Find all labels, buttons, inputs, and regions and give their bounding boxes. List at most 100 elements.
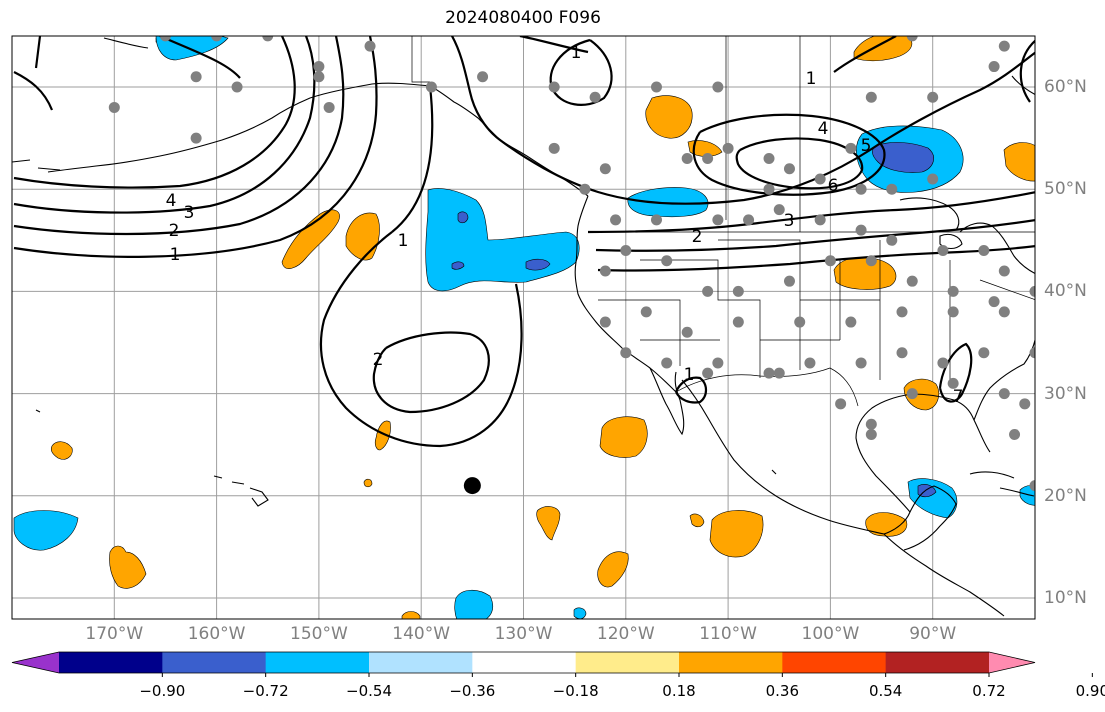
station-dot xyxy=(998,40,1010,52)
station-dot xyxy=(998,306,1010,318)
station-dot xyxy=(814,173,826,185)
station-dot xyxy=(865,428,877,440)
contour-label-5: 5 xyxy=(861,136,872,156)
station-dot xyxy=(886,234,898,246)
station-dot xyxy=(865,418,877,430)
longitude-tick-label: 140°W xyxy=(392,624,451,644)
longitude-tick-label: 130°W xyxy=(494,624,553,644)
political-borders xyxy=(411,36,1035,407)
station-dot xyxy=(661,255,673,267)
colorbar-segment xyxy=(472,652,577,673)
colorbar-segment xyxy=(162,652,267,673)
contour-label-6: 6 xyxy=(828,176,839,196)
contour-label-4: 4 xyxy=(818,119,829,139)
station-dot xyxy=(906,36,918,42)
station-dot xyxy=(1019,398,1031,410)
station-dot xyxy=(968,20,979,31)
map-title: 2024080400 F096 xyxy=(445,8,601,28)
longitude-tick-label: 160°W xyxy=(187,624,246,644)
station-dot xyxy=(978,347,990,359)
station-dot xyxy=(927,91,939,103)
colorbar-outline xyxy=(11,651,1036,674)
station-dot xyxy=(211,36,223,42)
contour-label-2: 2 xyxy=(373,350,384,370)
station-dot xyxy=(865,91,877,103)
station-dot xyxy=(773,204,785,216)
station-dot xyxy=(262,36,274,42)
station-dot xyxy=(589,91,601,103)
longitude-tick-label: 170°W xyxy=(85,624,144,644)
station-dot xyxy=(477,71,489,83)
station-dot xyxy=(722,142,734,154)
station-dot xyxy=(988,61,1000,73)
station-dot xyxy=(906,388,918,400)
colorbar-segment xyxy=(59,652,163,673)
station-dot xyxy=(763,367,775,379)
contour-label-1: 1 xyxy=(684,365,695,385)
contour-label-group: 1 2 3 4 1 2 1 1 4 5 6 3 2 1 7 xyxy=(166,43,964,407)
colorbar-tick-label: −0.90 xyxy=(139,682,186,700)
station-dot xyxy=(620,245,632,257)
station-dot xyxy=(599,265,611,277)
longitude-tick-label: 150°W xyxy=(290,624,348,644)
station-dot xyxy=(681,326,693,338)
station-dot xyxy=(579,183,591,195)
station-dot xyxy=(998,388,1010,400)
station-dot xyxy=(712,214,724,226)
station-dot xyxy=(702,285,714,297)
station-dot xyxy=(1029,347,1035,359)
positive-anomaly-shading xyxy=(50,36,1035,619)
station-dot xyxy=(824,255,836,267)
latitude-tick-label: 60°N xyxy=(1044,77,1087,97)
station-dot xyxy=(845,142,857,154)
colorbar-tick-label: 0.90 xyxy=(1075,682,1105,700)
station-dot xyxy=(855,183,867,195)
latitude-tick-label: 40°N xyxy=(1044,281,1087,302)
station-dot xyxy=(998,265,1010,277)
station-dot xyxy=(947,377,959,389)
station-dot xyxy=(1029,480,1035,492)
longitude-tick-label: 100°W xyxy=(801,624,860,644)
station-dot xyxy=(783,163,795,175)
station-dot xyxy=(661,357,673,369)
station-dot xyxy=(712,81,724,93)
station-dot xyxy=(978,245,990,257)
station-dot xyxy=(804,357,816,369)
station-dot xyxy=(988,296,1000,308)
coastlines xyxy=(12,37,1035,617)
station-dot xyxy=(313,71,325,83)
colorbar-tick-label: −0.72 xyxy=(242,682,289,700)
longitude-tick-label: 110°W xyxy=(699,624,757,644)
latitude-tick-label: 20°N xyxy=(1044,485,1087,506)
station-dot xyxy=(1009,428,1021,440)
station-dot xyxy=(763,153,775,165)
contour-lines xyxy=(13,36,1035,448)
station-dot xyxy=(190,71,202,83)
colorbar-tick-label: −0.18 xyxy=(552,682,599,700)
station-dot xyxy=(835,398,847,410)
colorbar-segment xyxy=(679,652,783,673)
station-dot xyxy=(855,357,867,369)
station-dot xyxy=(896,306,908,318)
station-dot xyxy=(886,183,898,195)
colorbar-tick-label: 0.36 xyxy=(765,682,800,700)
colorbar-tick-label: −0.54 xyxy=(346,682,392,700)
latitude-tick-label: 10°N xyxy=(1044,588,1087,608)
marker-dot xyxy=(463,477,481,495)
colorbar-extend-low xyxy=(12,652,59,673)
colorbar-tick-label: 0.18 xyxy=(662,682,696,700)
station-dot xyxy=(650,81,662,93)
station-dot xyxy=(906,275,918,287)
longitude-tick-label: 90°W xyxy=(909,624,957,644)
colorbar-segment xyxy=(782,652,887,673)
colorbar-tick-label: −0.36 xyxy=(449,682,496,700)
station-dot xyxy=(640,306,652,318)
colorbar xyxy=(11,651,1093,677)
station-dot xyxy=(743,214,755,226)
station-dot xyxy=(1040,255,1051,266)
station-dot xyxy=(159,36,171,42)
station-dot xyxy=(783,275,795,287)
longitude-tick-label: 120°W xyxy=(596,624,655,644)
station-dot xyxy=(650,214,662,226)
